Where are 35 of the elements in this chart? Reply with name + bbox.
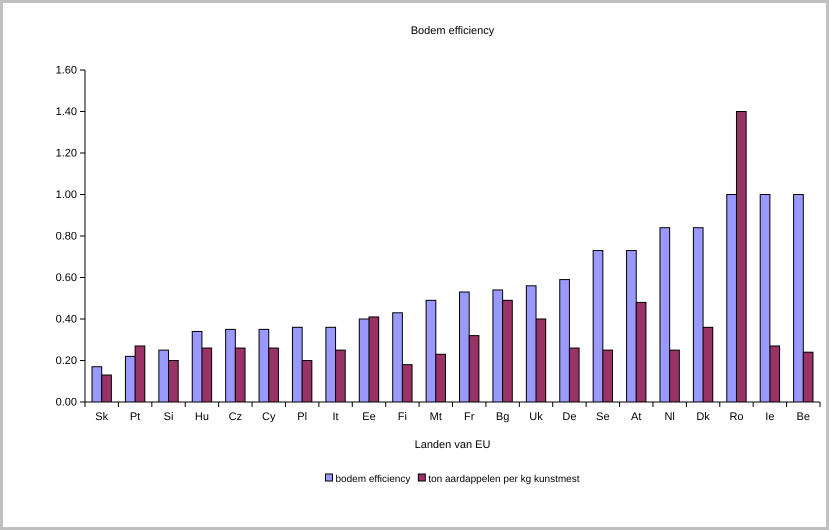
legend-label: ton aardappelen per kg kunstmest [428,474,580,485]
x-tick-label: At [631,410,642,423]
x-tick-label: Se [596,410,610,423]
x-tick-label: Pl [297,410,308,423]
y-tick-label: 0.40 [56,314,77,326]
x-tick-label: Si [164,410,174,423]
x-axis-title: Landen van EU [414,439,490,451]
x-tick-label: Bg [496,410,510,423]
x-tick-label: Cz [228,410,242,423]
y-tick-label: 0.00 [56,396,77,409]
x-tick-label: Be [796,410,810,423]
y-tick-label: 1.00 [56,189,77,202]
x-tick-label: Ie [765,410,774,423]
x-tick-label: Mt [430,410,442,423]
x-tick-label: Cy [262,410,276,423]
y-tick-label: 1.40 [56,106,77,118]
y-tick-label: 1.60 [56,64,77,77]
legend-label: bodem efficiency [335,474,410,485]
x-tick-label: De [562,410,576,423]
x-tick-label: Fi [398,410,407,423]
x-tick-label: Dk [696,410,710,423]
y-tick-label: 1.20 [56,148,77,160]
y-tick-label: 0.20 [56,355,77,368]
x-tick-label: It [332,410,339,423]
y-tick-label: 0.60 [56,272,77,284]
x-tick-label: Uk [529,410,544,423]
y-tick-label: 0.80 [56,230,77,243]
x-tick-label: Fr [464,410,475,423]
x-tick-label: Ro [729,410,744,423]
x-tick-label: Sk [95,410,109,423]
x-tick-label: Ee [362,410,376,423]
x-tick-label: Pt [130,410,140,423]
chart-title: Bodem efficiency [410,25,495,37]
x-tick-label: Hu [194,410,209,423]
x-tick-label: Nl [664,410,675,423]
